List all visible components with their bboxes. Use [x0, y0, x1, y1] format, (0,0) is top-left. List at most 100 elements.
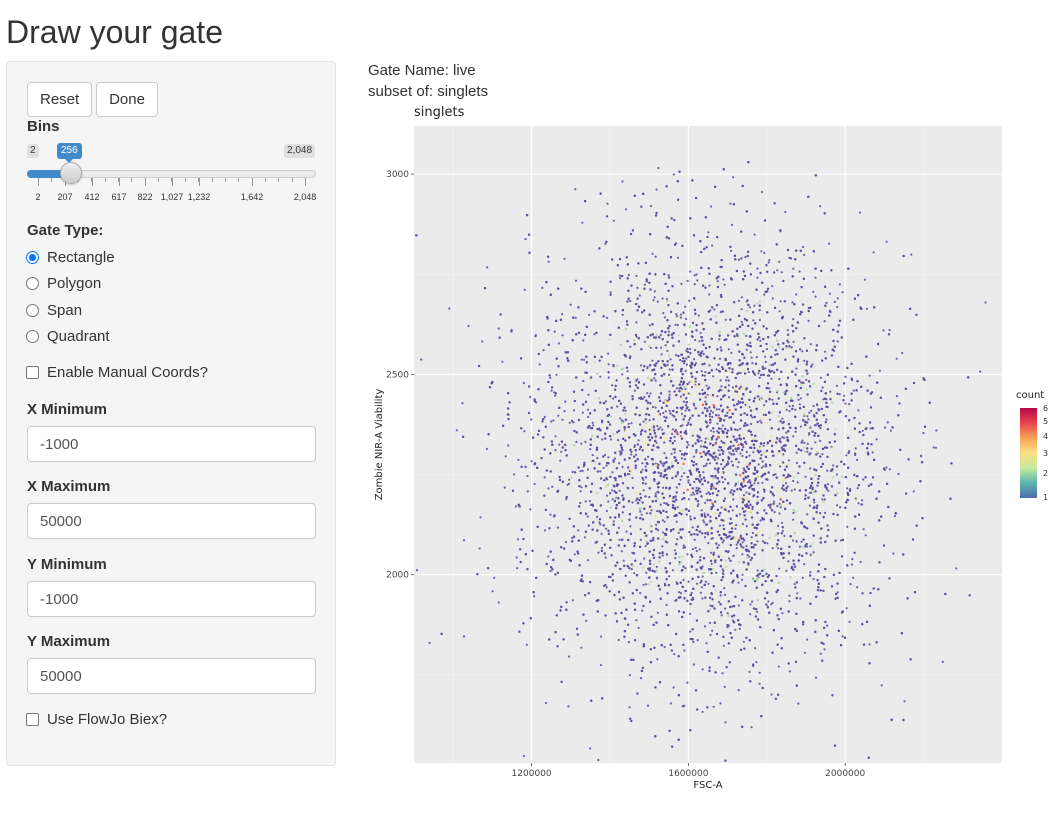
- data-point: [621, 465, 624, 469]
- data-point: [979, 370, 982, 373]
- radio-quadrant[interactable]: [26, 330, 39, 343]
- data-point: [675, 354, 678, 357]
- data-point: [759, 339, 762, 342]
- data-point: [788, 405, 791, 408]
- data-point: [662, 537, 665, 540]
- slider-tick-label: 1,232: [187, 192, 211, 202]
- data-point: [641, 609, 644, 612]
- data-point: [700, 370, 703, 373]
- gate-type-polygon[interactable]: Polygon: [26, 275, 101, 292]
- data-point: [777, 665, 780, 668]
- data-point: [717, 544, 720, 547]
- gate-type-quadrant[interactable]: Quadrant: [26, 328, 110, 345]
- x-minimum-input[interactable]: [27, 426, 316, 462]
- data-point: [563, 257, 566, 260]
- radio-polygon[interactable]: [26, 277, 39, 290]
- data-point: [732, 498, 735, 501]
- data-point: [673, 451, 676, 454]
- data-point: [781, 612, 784, 615]
- data-point: [756, 540, 759, 543]
- data-point: [741, 454, 744, 458]
- data-point: [671, 569, 674, 572]
- data-point: [844, 402, 847, 405]
- y-tick-label: 2500: [386, 370, 409, 380]
- data-point: [529, 395, 532, 399]
- data-point: [726, 411, 729, 414]
- data-point: [680, 408, 683, 411]
- data-point: [709, 409, 713, 412]
- data-point: [568, 478, 571, 481]
- data-point: [701, 668, 704, 671]
- data-point: [808, 432, 811, 435]
- data-point: [811, 543, 814, 546]
- data-point: [862, 478, 865, 481]
- data-point: [462, 635, 466, 638]
- slider-minor-tick: [185, 178, 186, 182]
- data-point: [680, 282, 683, 285]
- bins-slider-handle[interactable]: [60, 162, 82, 184]
- data-point: [836, 305, 839, 309]
- data-point: [678, 397, 681, 400]
- data-point: [719, 379, 722, 382]
- data-point: [634, 434, 637, 437]
- data-point: [759, 419, 762, 422]
- data-point: [530, 418, 533, 421]
- gate-type-span[interactable]: Span: [26, 302, 82, 319]
- x-maximum-label: X Maximum: [27, 478, 111, 495]
- data-point: [694, 380, 697, 383]
- data-point: [648, 324, 651, 327]
- data-point: [698, 475, 701, 478]
- manual-coords-checkbox[interactable]: [26, 366, 39, 379]
- data-point: [680, 316, 683, 319]
- data-point: [698, 548, 701, 551]
- gate-type-rectangle[interactable]: Rectangle: [26, 249, 115, 266]
- y-minimum-input[interactable]: [27, 581, 316, 617]
- data-point: [653, 377, 656, 380]
- data-point: [803, 359, 806, 362]
- data-point: [857, 409, 860, 412]
- data-point: [639, 492, 642, 496]
- data-point: [568, 421, 571, 424]
- data-point: [901, 352, 904, 355]
- data-point: [706, 407, 709, 410]
- data-point: [654, 255, 657, 258]
- data-point: [803, 563, 806, 566]
- flowjo-biex-checkbox[interactable]: [26, 713, 39, 726]
- radio-rectangle[interactable]: [26, 251, 39, 264]
- data-point: [835, 384, 838, 387]
- data-point: [619, 417, 622, 420]
- x-maximum-input[interactable]: [27, 503, 316, 539]
- data-point: [653, 290, 656, 293]
- slider-minor-tick: [198, 178, 199, 182]
- data-point: [654, 492, 657, 495]
- data-point: [751, 362, 754, 365]
- flowjo-biex-checkbox-row[interactable]: Use FlowJo Biex?: [26, 711, 167, 728]
- data-point: [812, 578, 815, 581]
- data-point: [574, 316, 577, 319]
- data-point: [678, 537, 682, 540]
- data-point: [582, 379, 585, 383]
- data-point: [693, 358, 696, 361]
- manual-coords-checkbox-row[interactable]: Enable Manual Coords?: [26, 364, 208, 381]
- gate-plot[interactable]: 1200000 1600000 2000000200025003000FSC-AZo…: [360, 120, 1010, 800]
- data-point: [679, 425, 682, 428]
- data-point: [856, 487, 859, 490]
- data-point: [564, 540, 567, 544]
- data-point: [787, 459, 790, 462]
- data-point: [812, 290, 815, 293]
- slider-tick-label: 822: [137, 192, 153, 202]
- data-point: [825, 418, 828, 421]
- data-point: [844, 375, 847, 378]
- y-maximum-input[interactable]: [27, 658, 316, 694]
- data-point: [766, 542, 769, 545]
- data-point: [721, 365, 724, 369]
- gate-name-text: Gate Name: live: [368, 62, 476, 79]
- data-point: [888, 468, 892, 471]
- data-point: [584, 440, 587, 444]
- radio-span[interactable]: [26, 304, 39, 317]
- data-point: [819, 427, 822, 430]
- done-button[interactable]: Done: [96, 82, 158, 117]
- data-point: [724, 379, 728, 382]
- reset-button[interactable]: Reset: [27, 82, 92, 117]
- bins-slider-min: 2: [27, 144, 39, 158]
